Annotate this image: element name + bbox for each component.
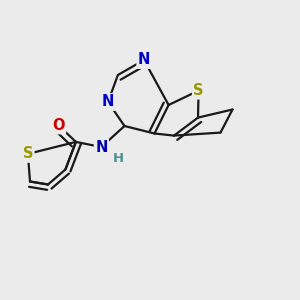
Text: N: N — [95, 140, 108, 154]
Text: N: N — [102, 94, 114, 110]
Text: O: O — [52, 118, 65, 133]
Text: S: S — [23, 146, 33, 161]
Text: N: N — [138, 52, 150, 68]
Text: H: H — [112, 152, 124, 166]
Text: S: S — [194, 83, 204, 98]
